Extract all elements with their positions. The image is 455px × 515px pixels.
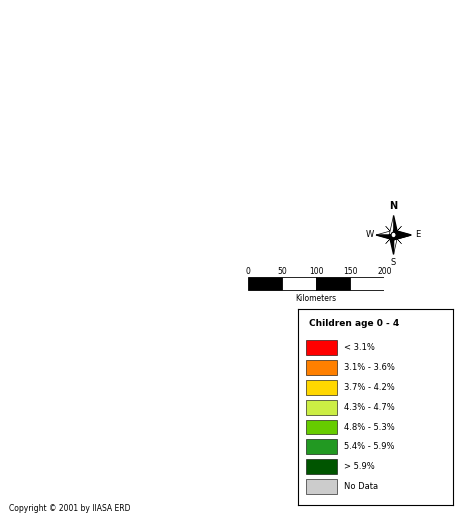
- Bar: [316, 277, 350, 290]
- Text: > 5.9%: > 5.9%: [344, 462, 375, 471]
- Text: 3.1% - 3.6%: 3.1% - 3.6%: [344, 363, 395, 372]
- Text: 200: 200: [377, 267, 392, 276]
- Polygon shape: [394, 226, 402, 235]
- Text: W: W: [366, 230, 374, 239]
- Bar: [248, 277, 282, 290]
- Text: 3.7% - 4.2%: 3.7% - 4.2%: [344, 383, 395, 392]
- Text: Children age 0 - 4: Children age 0 - 4: [309, 319, 399, 328]
- Bar: [282, 277, 316, 290]
- Text: N: N: [389, 201, 398, 211]
- Polygon shape: [389, 216, 394, 235]
- Bar: [306, 479, 337, 494]
- Circle shape: [391, 232, 396, 238]
- Text: 4.3% - 4.7%: 4.3% - 4.7%: [344, 403, 395, 411]
- Bar: [306, 420, 337, 435]
- Polygon shape: [394, 235, 411, 240]
- Bar: [306, 459, 337, 474]
- Polygon shape: [394, 235, 402, 244]
- Text: No Data: No Data: [344, 482, 379, 491]
- Polygon shape: [394, 216, 398, 235]
- Bar: [306, 380, 337, 395]
- Text: E: E: [415, 230, 420, 239]
- Polygon shape: [385, 235, 394, 244]
- Text: 150: 150: [343, 267, 358, 276]
- Polygon shape: [376, 235, 394, 240]
- Bar: [306, 439, 337, 454]
- Bar: [306, 400, 337, 415]
- Text: < 3.1%: < 3.1%: [344, 343, 375, 352]
- Text: Kilometers: Kilometers: [296, 294, 337, 303]
- Polygon shape: [394, 230, 411, 240]
- Polygon shape: [385, 226, 394, 235]
- Polygon shape: [389, 235, 394, 254]
- Polygon shape: [394, 235, 398, 254]
- Text: 100: 100: [309, 267, 324, 276]
- Text: Copyright © 2001 by IIASA ERD: Copyright © 2001 by IIASA ERD: [9, 504, 131, 513]
- Polygon shape: [394, 230, 411, 240]
- Bar: [350, 277, 384, 290]
- Text: S: S: [391, 258, 396, 267]
- Text: 5.4% - 5.9%: 5.4% - 5.9%: [344, 442, 395, 451]
- Text: 4.8% - 5.3%: 4.8% - 5.3%: [344, 422, 395, 432]
- Bar: [306, 340, 337, 355]
- Text: 0: 0: [246, 267, 250, 276]
- Polygon shape: [376, 230, 394, 240]
- Bar: [306, 360, 337, 375]
- Text: 50: 50: [277, 267, 287, 276]
